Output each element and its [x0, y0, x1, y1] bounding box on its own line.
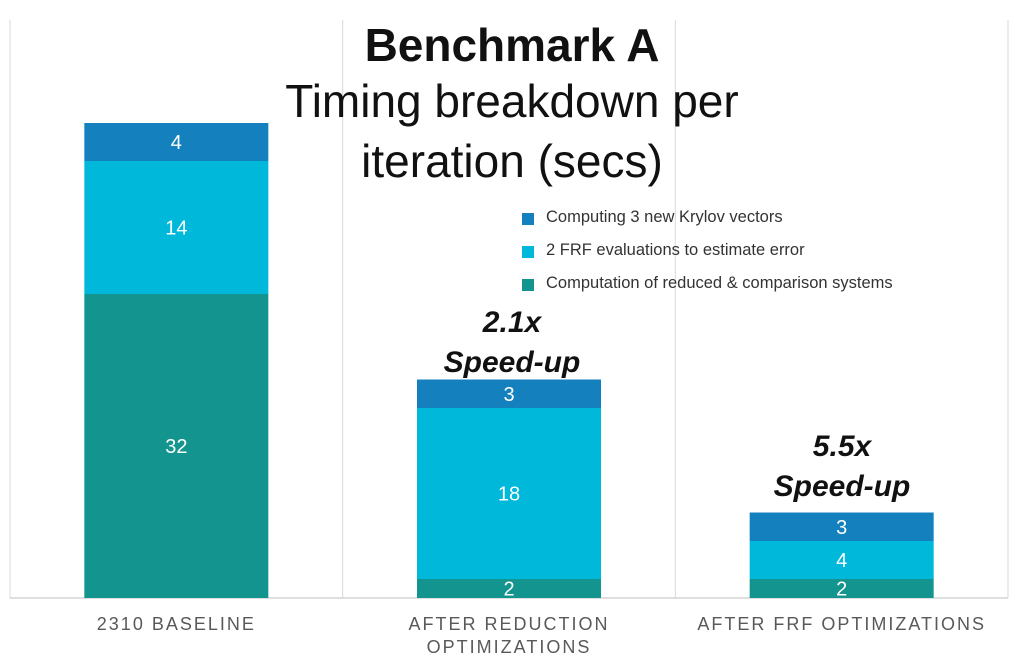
legend-swatch-krylov	[522, 213, 534, 225]
bar-segment	[749, 541, 934, 579]
legend-label-reduced: Computation of reduced & comparison syst…	[546, 274, 893, 292]
bar-value-label: 2	[503, 579, 514, 601]
chart-subtitle-line-1: Timing breakdown per	[285, 75, 739, 127]
category-label: OPTIMIZATIONS	[427, 637, 592, 657]
legend-swatch-reduced	[522, 279, 534, 291]
bar-value-label: 32	[165, 436, 187, 458]
bar-segment	[84, 161, 269, 294]
bar-segment	[417, 579, 601, 598]
bar-segment	[84, 294, 269, 598]
bar-value-label: 2	[836, 579, 847, 601]
bar-value-label: 3	[503, 384, 514, 406]
chart-subtitle-line-2: iteration (secs)	[361, 135, 663, 187]
category-label: 2310 BASELINE	[97, 614, 256, 634]
bar-segment	[749, 579, 934, 598]
bar-segment	[84, 123, 269, 161]
speedup-label: Speed-up	[773, 470, 911, 503]
bar-segment	[417, 379, 601, 408]
bar-value-label: 14	[165, 218, 187, 240]
speedup-annotation-frf: 5.5x Speed-up	[742, 427, 942, 507]
category-label: AFTER REDUCTION	[409, 614, 610, 634]
bar-value-label: 4	[836, 550, 847, 572]
speedup-annotation-reduction: 2.1x Speed-up	[412, 303, 612, 383]
legend-swatch-frf	[522, 246, 534, 258]
chart-title: Benchmark A	[364, 19, 660, 71]
speedup-factor: 2.1x	[482, 306, 542, 339]
category-label: AFTER FRF OPTIMIZATIONS	[697, 614, 986, 634]
bar-segment	[749, 512, 934, 541]
bar-segment	[417, 408, 601, 579]
bar-value-label: 3	[836, 517, 847, 539]
legend-label-frf: 2 FRF evaluations to estimate error	[546, 241, 805, 259]
bar-value-label: 18	[498, 484, 520, 506]
speedup-factor: 5.5x	[812, 430, 872, 463]
speedup-label: Speed-up	[443, 346, 581, 379]
bar-value-label: 4	[171, 132, 182, 154]
legend-label-krylov: Computing 3 new Krylov vectors	[546, 208, 783, 226]
